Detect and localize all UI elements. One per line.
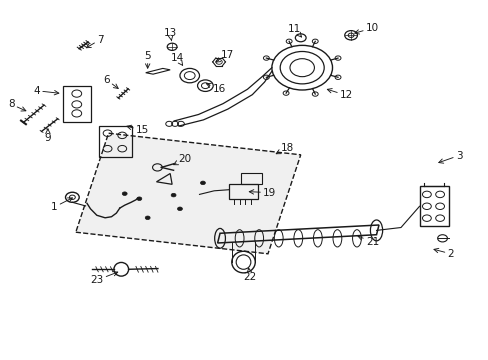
Text: 21: 21 bbox=[357, 236, 378, 247]
Circle shape bbox=[137, 197, 142, 201]
Circle shape bbox=[145, 216, 150, 220]
Bar bbox=[241, 173, 261, 184]
Text: 9: 9 bbox=[44, 129, 51, 143]
Circle shape bbox=[122, 192, 127, 195]
Text: 17: 17 bbox=[216, 50, 234, 62]
Text: 16: 16 bbox=[206, 84, 225, 94]
Text: 11: 11 bbox=[287, 24, 301, 37]
Text: 8: 8 bbox=[8, 99, 26, 111]
Bar bbox=[228, 184, 258, 199]
Text: 13: 13 bbox=[163, 28, 177, 41]
Text: 7: 7 bbox=[86, 35, 103, 48]
Text: 6: 6 bbox=[103, 75, 118, 89]
Bar bbox=[62, 86, 91, 122]
Text: 14: 14 bbox=[170, 53, 183, 66]
Text: 22: 22 bbox=[243, 268, 257, 282]
Circle shape bbox=[177, 207, 182, 211]
Text: 10: 10 bbox=[354, 23, 378, 34]
Circle shape bbox=[171, 193, 176, 197]
Text: 18: 18 bbox=[276, 143, 294, 154]
Text: 12: 12 bbox=[326, 89, 352, 100]
Text: 2: 2 bbox=[433, 248, 453, 259]
Bar bbox=[419, 186, 448, 226]
Text: 3: 3 bbox=[438, 150, 462, 163]
Text: 23: 23 bbox=[90, 271, 118, 285]
Text: 1: 1 bbox=[51, 198, 72, 212]
Text: 15: 15 bbox=[126, 125, 149, 135]
Polygon shape bbox=[76, 133, 300, 254]
Text: 19: 19 bbox=[249, 188, 276, 198]
Text: 20: 20 bbox=[173, 154, 191, 165]
Circle shape bbox=[200, 181, 205, 185]
Text: 5: 5 bbox=[144, 51, 151, 68]
Text: 4: 4 bbox=[33, 86, 59, 96]
Bar bbox=[99, 126, 132, 157]
